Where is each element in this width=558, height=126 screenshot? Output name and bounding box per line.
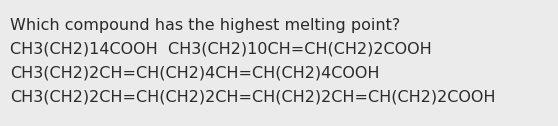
Text: CH3(CH2)14COOH  CH3(CH2)10CH=CH(CH2)2COOH: CH3(CH2)14COOH CH3(CH2)10CH=CH(CH2)2COOH (10, 42, 432, 57)
Text: Which compound has the highest melting point?: Which compound has the highest melting p… (10, 18, 400, 33)
Text: CH3(CH2)2CH=CH(CH2)2CH=CH(CH2)2CH=CH(CH2)2COOH: CH3(CH2)2CH=CH(CH2)2CH=CH(CH2)2CH=CH(CH2… (10, 90, 496, 105)
Text: CH3(CH2)2CH=CH(CH2)4CH=CH(CH2)4COOH: CH3(CH2)2CH=CH(CH2)4CH=CH(CH2)4COOH (10, 66, 379, 81)
